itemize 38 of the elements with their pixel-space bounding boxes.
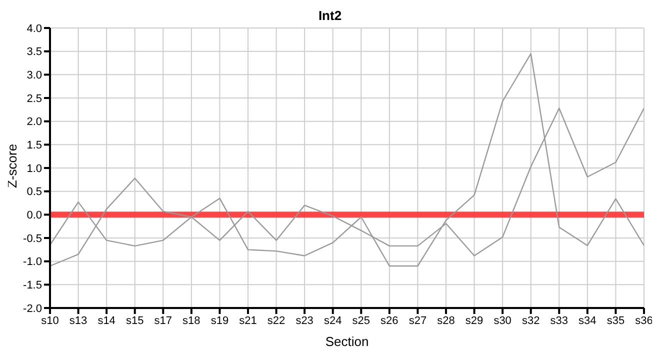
x-tick-label: s26 (380, 314, 398, 327)
x-tick-label: s29 (465, 314, 484, 327)
y-tick-label: 3.0 (26, 70, 42, 82)
x-tick-label: s32 (522, 314, 540, 327)
y-tick-label: -1.5 (23, 280, 42, 292)
line-series (50, 53, 644, 267)
x-tick-label: s33 (550, 314, 568, 327)
y-tick-label: -0.5 (23, 232, 42, 245)
x-tick-label: s22 (267, 314, 286, 327)
x-axis-title: Section (325, 334, 369, 349)
y-tick-label: 1.0 (26, 162, 42, 175)
x-tick-label: s23 (296, 314, 314, 327)
chart-title: Int2 (317, 8, 343, 24)
x-tick-label: s15 (126, 314, 144, 327)
y-tick-label: 0.5 (26, 186, 42, 198)
y-tick-label: 0.0 (26, 210, 42, 222)
x-tick-label: s10 (41, 314, 59, 327)
y-tick-label: 2.0 (26, 116, 42, 128)
x-tick-label: s25 (352, 314, 370, 327)
x-tick-label: s14 (98, 314, 116, 327)
y-tick-label: -2.0 (23, 302, 42, 315)
y-tick-label: 3.5 (26, 46, 42, 58)
x-tick-label: s17 (154, 314, 172, 327)
y-tick-label: -1.0 (23, 256, 42, 268)
x-tick-label: s34 (578, 314, 596, 327)
x-tick-label: s21 (239, 314, 257, 327)
x-tick-label: s28 (437, 314, 455, 327)
y-tick-label: 2.5 (26, 92, 42, 105)
x-tick-label: s27 (408, 314, 427, 327)
x-tick-label: s30 (494, 314, 512, 327)
y-axis-title: Z-score (4, 144, 20, 188)
x-tick-label: s24 (324, 314, 342, 327)
x-tick-label: s13 (69, 314, 88, 327)
y-tick-label: 1.5 (26, 140, 42, 152)
x-tick-label: s35 (606, 314, 625, 327)
x-tick-label: s18 (182, 314, 200, 327)
y-tick-label: 4.0 (26, 22, 42, 35)
x-tick-label: s19 (210, 314, 229, 327)
